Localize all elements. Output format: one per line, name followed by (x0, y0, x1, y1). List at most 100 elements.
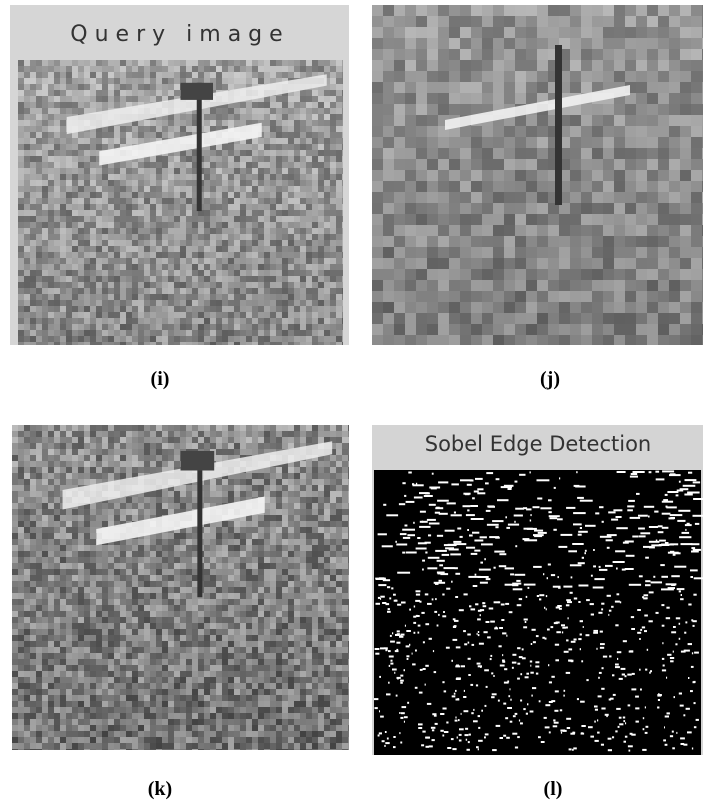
texture (138, 443, 144, 449)
texture (162, 186, 168, 192)
texture (192, 318, 198, 324)
texture (570, 313, 581, 324)
texture (493, 302, 504, 313)
texture (66, 240, 72, 246)
texture (691, 247, 702, 258)
texture (252, 180, 258, 186)
texture (162, 264, 168, 270)
texture (669, 49, 680, 60)
texture (288, 282, 294, 288)
texture (138, 192, 144, 198)
texture (60, 186, 66, 192)
texture (276, 258, 282, 264)
texture (66, 306, 72, 312)
texture (614, 247, 625, 258)
texture (210, 276, 216, 282)
texture (282, 521, 288, 527)
texture (192, 437, 198, 443)
texture (78, 156, 84, 162)
texture (96, 240, 102, 246)
texture (294, 174, 300, 180)
texture (526, 324, 537, 335)
texture (504, 324, 515, 335)
texture (150, 198, 156, 204)
texture (174, 132, 180, 138)
texture (570, 214, 581, 225)
texture (276, 234, 282, 240)
texture (78, 84, 84, 90)
texture (42, 240, 48, 246)
texture (300, 551, 306, 557)
texture (515, 93, 526, 104)
texture (144, 342, 150, 345)
texture (72, 246, 78, 252)
texture (30, 509, 36, 515)
texture (12, 569, 18, 575)
texture (336, 461, 342, 467)
texture (372, 258, 383, 269)
texture (264, 473, 270, 479)
texture (493, 82, 504, 93)
texture (252, 431, 258, 437)
texture (658, 137, 669, 148)
texture (581, 335, 592, 345)
texture (336, 240, 342, 246)
texture (405, 71, 416, 82)
texture (186, 126, 192, 132)
texture (372, 302, 383, 313)
texture (438, 104, 449, 115)
texture (228, 330, 234, 336)
texture (48, 246, 54, 252)
texture (12, 431, 18, 437)
texture (210, 288, 216, 294)
texture (204, 264, 210, 270)
texture (162, 497, 168, 503)
texture (222, 210, 228, 216)
texture (559, 324, 570, 335)
texture (198, 330, 204, 336)
texture (114, 210, 120, 216)
texture (42, 168, 48, 174)
texture (132, 318, 138, 324)
texture (138, 204, 144, 210)
texture (252, 210, 258, 216)
texture (438, 335, 449, 345)
texture (216, 539, 222, 545)
texture (270, 126, 276, 132)
texture (482, 137, 493, 148)
texture (126, 126, 132, 132)
texture (18, 192, 24, 198)
texture (330, 168, 336, 174)
texture (30, 461, 36, 467)
texture (126, 270, 132, 276)
texture (222, 312, 228, 318)
texture (570, 71, 581, 82)
texture (234, 72, 240, 78)
texture (294, 539, 300, 545)
texture (204, 491, 210, 497)
texture (42, 210, 48, 216)
texture (438, 236, 449, 247)
texture (60, 198, 66, 204)
texture (330, 138, 336, 144)
texture (42, 120, 48, 126)
texture (691, 269, 702, 280)
texture (342, 168, 343, 174)
texture (54, 324, 60, 330)
texture (108, 102, 114, 108)
texture (276, 551, 282, 557)
texture (581, 181, 592, 192)
texture (330, 204, 336, 210)
texture (537, 324, 548, 335)
texture (515, 258, 526, 269)
texture (78, 174, 84, 180)
texture (603, 137, 614, 148)
texture (150, 443, 156, 449)
texture (416, 137, 427, 148)
texture (138, 222, 144, 228)
texture (636, 313, 647, 324)
texture (537, 192, 548, 203)
texture (559, 27, 570, 38)
texture (234, 563, 240, 569)
texture (48, 306, 54, 312)
